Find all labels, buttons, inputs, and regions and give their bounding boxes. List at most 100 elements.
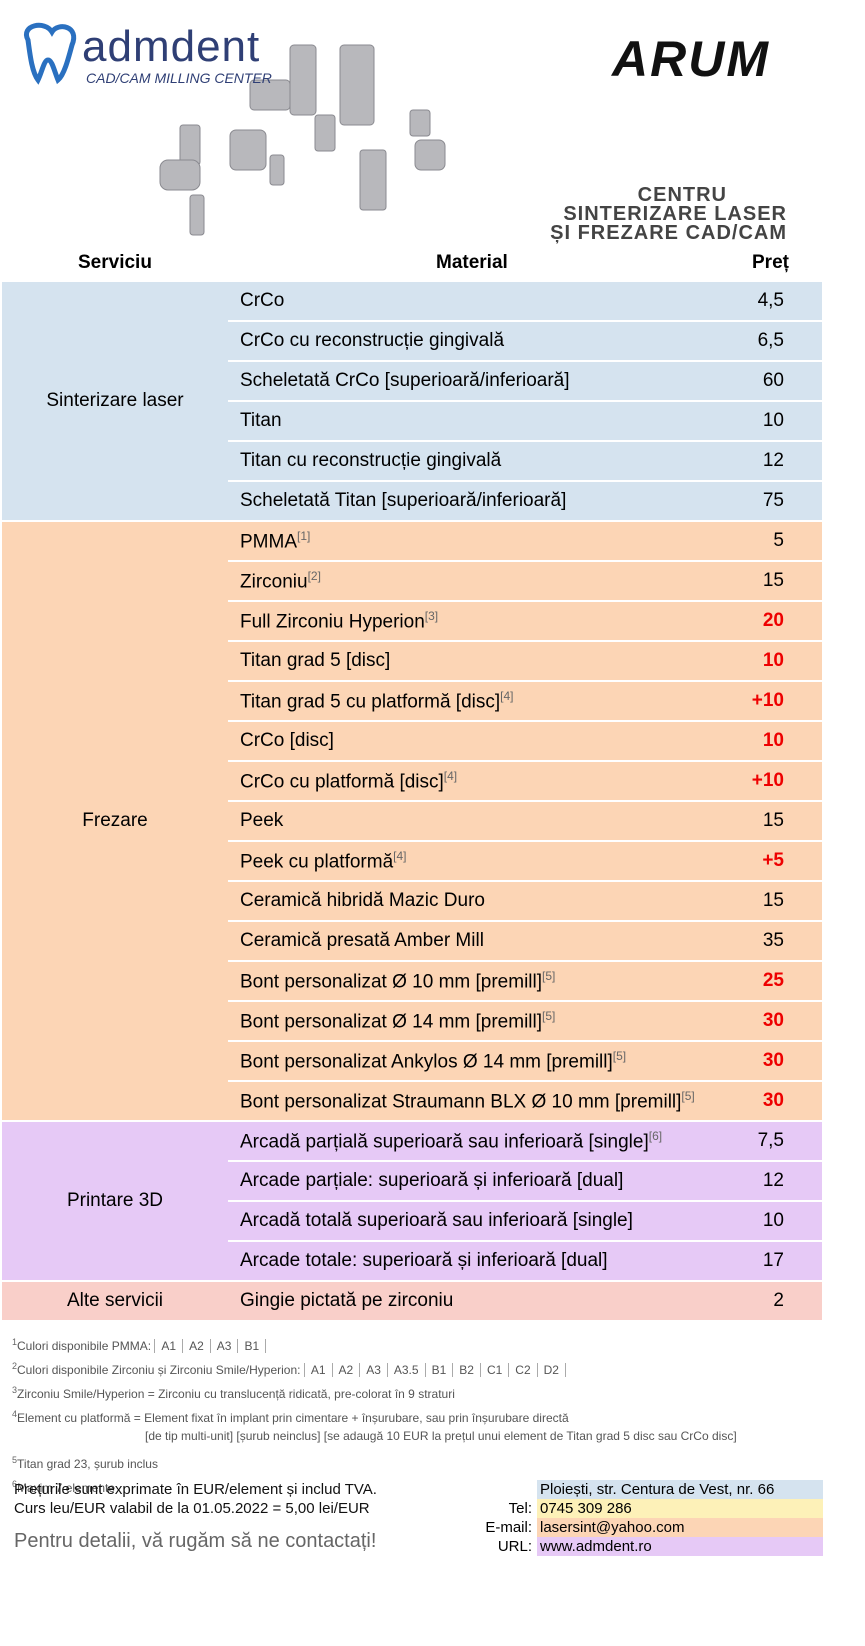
footnote-ref: [3] xyxy=(424,608,439,623)
contact-value: Ploiești, str. Centura de Vest, nr. 66 xyxy=(537,1480,823,1499)
contact: Ploiești, str. Centura de Vest, nr. 66 Te… xyxy=(430,1480,823,1556)
material-cell: Ceramică presată Amber Mill xyxy=(228,921,728,962)
column-header: Preț xyxy=(752,252,789,273)
contact-row: URL: www.admdent.ro xyxy=(430,1537,823,1556)
footnote-ref: [1] xyxy=(297,528,311,543)
material-cell: Bont personalizat Ø 14 mm [premill][5] xyxy=(228,1001,728,1042)
price-cell: 30 xyxy=(728,1081,822,1122)
price-cell: 10 xyxy=(728,1201,822,1242)
table-row: Bont personalizat Ø 14 mm [premill][5] 30 xyxy=(2,1001,822,1042)
material-cell: Titan cu reconstrucție gingivală xyxy=(228,441,728,482)
material-name: Arcadă totală superioară sau inferioară … xyxy=(240,1210,633,1231)
notes: Prețurile sunt exprimate în EUR/element … xyxy=(14,1480,377,1518)
shade: B1 xyxy=(237,1339,267,1353)
price-cell: 5 xyxy=(728,521,822,562)
price-cell: 15 xyxy=(728,561,822,602)
material-cell: PMMA[1] xyxy=(228,521,728,562)
contact-row: Tel: 0745 309 286 xyxy=(430,1499,823,1518)
material-cell: CrCo xyxy=(228,282,728,322)
price-cell: 35 xyxy=(728,921,822,962)
header-art xyxy=(24,22,446,236)
shade: A1 xyxy=(303,1363,332,1377)
shade: A2 xyxy=(331,1363,360,1377)
footnote: 1Culori disponibile PMMA: A1 A2 A3 B1 xyxy=(12,1332,737,1356)
table-row: Sinterizare laser CrCo 4,5 xyxy=(2,282,822,522)
footnote-text: Maxim 7 elemente xyxy=(17,1481,116,1495)
material-name: Ceramică presată Amber Mill xyxy=(240,930,484,951)
material-cell: Peek xyxy=(228,801,728,842)
footnote-number: 4 xyxy=(12,1409,18,1419)
price-cell: 12 xyxy=(728,1161,822,1202)
table-row: Arcade totale: superioară și inferioară … xyxy=(2,1241,822,1282)
note: Prețurile sunt exprimate în EUR/element … xyxy=(14,1481,377,1498)
logo-subtitle: CAD/CAM MILLING CENTER xyxy=(86,70,272,86)
price-cell: +10 xyxy=(728,681,822,722)
material-cell: Gingie pictată pe zirconiu xyxy=(228,1281,728,1322)
contact-value: www.admdent.ro xyxy=(537,1537,823,1556)
footnote-ref: [5] xyxy=(542,1008,556,1023)
table-row: Printare 3D Arcadă parțială superioară sa… xyxy=(2,1121,822,1282)
shade: D2 xyxy=(536,1363,566,1377)
price-cell: 2 xyxy=(728,1281,822,1322)
price-cell: 30 xyxy=(728,1041,822,1082)
contact-row: E-mail: lasersint@yahoo.com xyxy=(430,1518,823,1537)
contact-label: URL: xyxy=(497,1538,532,1555)
contact-value: lasersint@yahoo.com xyxy=(537,1518,823,1537)
material-cell: Bont personalizat Straumann BLX Ø 10 mm … xyxy=(228,1081,728,1122)
material-name: Bont personalizat Ankylos Ø 14 mm [premi… xyxy=(240,1051,613,1073)
price-cell: 75 xyxy=(728,481,822,522)
material-cell: Peek cu platformă[4] xyxy=(228,841,728,882)
material-name: Scheletată CrCo [superioară/inferioară] xyxy=(240,370,570,391)
material-cell: Bont personalizat Ankylos Ø 14 mm [premi… xyxy=(228,1041,728,1082)
price-cell: +5 xyxy=(728,841,822,882)
price-cell: 12 xyxy=(728,441,822,482)
footnote: 5Titan grad 23, șurub inclus xyxy=(12,1450,737,1474)
footnote: 2Culori disponibile Zirconiu și Zirconiu… xyxy=(12,1356,737,1380)
material-cell: Titan xyxy=(228,401,728,442)
material-name: Full Zirconiu Hyperion xyxy=(240,611,425,633)
column-header: Serviciu xyxy=(78,252,152,273)
shade: A2 xyxy=(182,1339,210,1353)
material-name: Titan grad 5 [disc] xyxy=(240,650,391,671)
material-name: Peek cu platformă xyxy=(240,851,394,873)
contact-prompt: Pentru detalii, vă rugăm să ne contactaț… xyxy=(14,1530,377,1552)
material-name: Titan cu reconstrucție gingivală xyxy=(240,450,502,471)
footnote-number: 5 xyxy=(12,1455,18,1465)
material-name: CrCo [disc] xyxy=(240,730,334,751)
service-cell: Frezare xyxy=(2,521,228,1122)
footnote-text: Culori disponibile PMMA: xyxy=(17,1339,152,1353)
material-cell: Arcadă parțială superioară sau inferioar… xyxy=(228,1121,728,1162)
footnote-text: Titan grad 23, șurub inclus xyxy=(17,1457,158,1471)
price-cell: 15 xyxy=(728,801,822,842)
logo: admdent xyxy=(82,22,261,71)
price-cell: 17 xyxy=(728,1241,822,1282)
material-name: Arcadă parțială superioară sau inferioar… xyxy=(240,1131,649,1153)
material-name: Peek xyxy=(240,810,284,831)
material-name: PMMA xyxy=(240,531,297,553)
material-name: Titan grad 5 cu platformă [disc] xyxy=(240,691,501,713)
price-cell: 25 xyxy=(728,961,822,1002)
footnote-ref: [5] xyxy=(681,1088,695,1103)
material-cell: Scheletată Titan [superioară/inferioară] xyxy=(228,481,728,522)
footnote-ref: [4] xyxy=(393,848,407,863)
contact-label: Tel: xyxy=(508,1500,532,1517)
center-title: CENTRU SINTERIZARE LASER ȘI FREZARE CAD/CA… xyxy=(550,185,787,243)
material-name: Bont personalizat Ø 14 mm [premill] xyxy=(240,1011,543,1033)
service-cell: Sinterizare laser xyxy=(2,282,228,522)
price-cell: 30 xyxy=(728,1001,822,1042)
price-cell: 6,5 xyxy=(728,321,822,362)
material-name: Gingie pictată pe zirconiu xyxy=(240,1290,454,1311)
material-cell: Titan grad 5 cu platformă [disc][4] xyxy=(228,681,728,722)
material-name: CrCo xyxy=(240,290,285,311)
table-row: Alte servicii Gingie pictată pe zirconiu 2 xyxy=(2,1281,822,1322)
shade: A3 xyxy=(359,1363,387,1377)
footnote-number: 3 xyxy=(12,1385,18,1395)
footnote: 6Maxim 7 elemente xyxy=(12,1474,737,1498)
table-row: Titan cu reconstrucție gingivală 12 xyxy=(2,441,822,482)
service-cell: Alte servicii xyxy=(2,1281,228,1322)
footnote-ref: [6] xyxy=(648,1128,663,1143)
footnote-text: Culori disponibile Zirconiu și Zirconiu … xyxy=(17,1363,301,1377)
contact-label xyxy=(430,1480,537,1499)
footnote-text: Zirconiu Smile/Hyperion = Zirconiu cu tr… xyxy=(17,1387,455,1401)
